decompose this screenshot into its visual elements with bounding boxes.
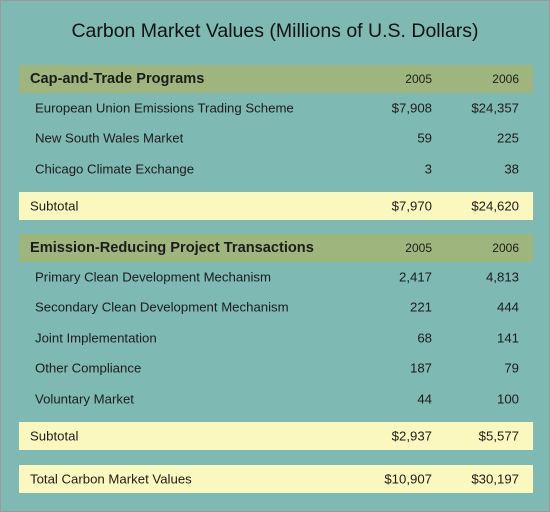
value-2005: 44 (417, 391, 432, 407)
table-row: Secondary Clean Development Mechanism 22… (19, 293, 533, 321)
value-2006: 225 (496, 130, 519, 146)
value-2005: 68 (417, 330, 432, 346)
row-label: Other Compliance (35, 360, 142, 376)
column-header-2006: 2006 (492, 72, 519, 86)
value-2006: $24,357 (471, 100, 519, 116)
value-2005: $2,937 (391, 428, 432, 444)
row-label: European Union Emissions Trading Scheme (35, 100, 294, 116)
section-heading: Cap-and-Trade Programs (30, 71, 205, 87)
value-2006: $24,620 (471, 198, 519, 214)
value-2006: 38 (504, 161, 519, 177)
section-header-cap-and-trade: Cap-and-Trade Programs 2005 2006 (19, 65, 533, 93)
value-2006: $5,577 (478, 428, 519, 444)
column-header-2006: 2006 (492, 241, 519, 255)
subtotal-row: Subtotal $7,970 $24,620 (19, 192, 533, 220)
value-2005: 3 (424, 161, 432, 177)
section-heading: Emission-Reducing Project Transactions (30, 240, 314, 256)
table-row: Joint Implementation 68 141 (19, 324, 533, 352)
table-row: Voluntary Market 44 100 (19, 385, 533, 413)
value-2006: 4,813 (485, 269, 519, 285)
row-label: Chicago Climate Exchange (35, 161, 195, 177)
row-label: Primary Clean Development Mechanism (35, 269, 271, 285)
value-2006: 141 (496, 330, 519, 346)
value-2005: 2,417 (398, 269, 432, 285)
value-2005: 59 (417, 130, 432, 146)
table-row: Other Compliance 187 79 (19, 354, 533, 382)
table-row: Chicago Climate Exchange 3 38 (19, 155, 533, 183)
total-label: Total Carbon Market Values (30, 471, 192, 487)
value-2006: 100 (496, 391, 519, 407)
row-label: Secondary Clean Development Mechanism (35, 299, 289, 315)
column-header-2005: 2005 (405, 241, 432, 255)
value-2005: $7,970 (391, 198, 432, 214)
page-title: Carbon Market Values (Millions of U.S. D… (71, 20, 479, 42)
table-row: Primary Clean Development Mechanism 2,41… (19, 263, 533, 291)
row-label: Voluntary Market (35, 391, 134, 407)
section-header-project-transactions: Emission-Reducing Project Transactions 2… (19, 234, 533, 262)
subtotal-row: Subtotal $2,937 $5,577 (19, 422, 533, 450)
value-2006: 79 (504, 360, 519, 376)
total-row: Total Carbon Market Values $10,907 $30,1… (19, 465, 533, 493)
subtotal-label: Subtotal (30, 428, 79, 444)
table-row: European Union Emissions Trading Scheme … (19, 94, 533, 122)
column-header-2005: 2005 (405, 72, 432, 86)
value-2005: 187 (409, 360, 432, 376)
value-2005: $10,907 (384, 471, 432, 487)
value-2006: 444 (496, 299, 519, 315)
value-2006: $30,197 (471, 471, 519, 487)
row-label: Joint Implementation (35, 330, 157, 346)
table-row: New South Wales Market 59 225 (19, 124, 533, 152)
value-2005: $7,908 (391, 100, 432, 116)
value-2005: 221 (409, 299, 432, 315)
subtotal-label: Subtotal (30, 198, 79, 214)
row-label: New South Wales Market (35, 130, 184, 146)
